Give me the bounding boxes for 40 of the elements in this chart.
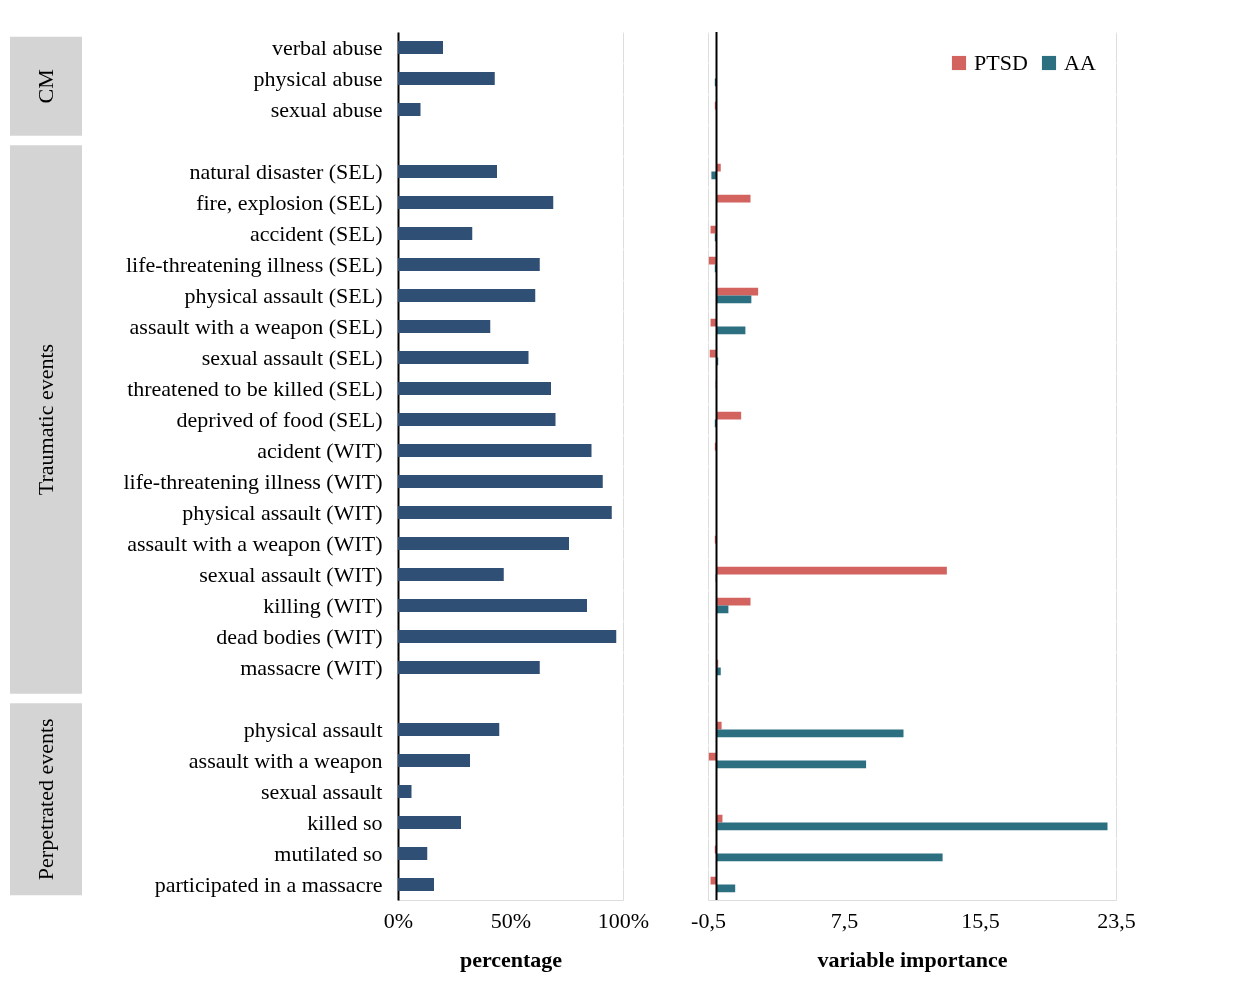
x-tick-label: 100% [597,907,650,933]
y-tick-label: mutilated so [274,840,383,866]
x-tick-label: 23,5 [1097,907,1136,933]
x-tick-label: 15,5 [961,907,1000,933]
y-tick-label: natural disaster (SEL) [189,158,383,184]
y-tick-label: assault with a weapon (SEL) [129,313,383,339]
y-tick-label: accident (SEL) [249,220,383,246]
y-tick-label: participated in a massacre [154,871,383,897]
legend-label: AA [1064,50,1096,75]
x-axis-title: variable importance [817,946,1008,972]
y-tick-label: killed so [307,809,383,835]
text: CM [33,69,58,104]
y-tick-label: threatened to be killed (SEL) [127,375,383,401]
y-tick-label: killing (WIT) [263,592,383,618]
y-tick-label: sexual abuse [270,96,383,122]
text: Traumatic events [33,343,58,496]
y-tick-label: massacre (WIT) [240,654,383,680]
y-tick-label: sexual assault (WIT) [199,561,383,587]
y-tick-label: verbal abuse [271,34,383,60]
y-tick-label: dead bodies (WIT) [216,623,383,649]
y-tick-label: sexual assault (SEL) [201,344,383,370]
y-tick-label: fire, explosion (SEL) [196,189,383,215]
y-tick-label: deprived of food (SEL) [176,406,383,432]
y-tick-label: assault with a weapon [188,747,383,773]
y-tick-label: life-threatening illness (WIT) [123,468,383,494]
y-tick-label: life-threatening illness (SEL) [125,251,383,277]
y-tick-label: physical assault (SEL) [184,282,383,308]
y-tick-label: physical abuse [253,65,383,91]
text: Perpetrated events [33,718,58,881]
y-tick-label: acident (WIT) [257,437,383,463]
y-tick-label: physical assault [243,716,383,742]
y-tick-label: sexual assault [260,778,383,804]
x-axis-title: percentage [459,946,563,972]
x-tick-label: 0% [383,907,414,933]
x-tick-label: -0,5 [691,907,726,933]
y-tick-label: physical assault (WIT) [182,499,383,525]
x-tick-label: 50% [490,907,532,933]
y-tick-label: assault with a weapon (WIT) [127,530,383,556]
x-tick-label: 7,5 [830,907,859,933]
legend-label: PTSD [974,50,1028,75]
